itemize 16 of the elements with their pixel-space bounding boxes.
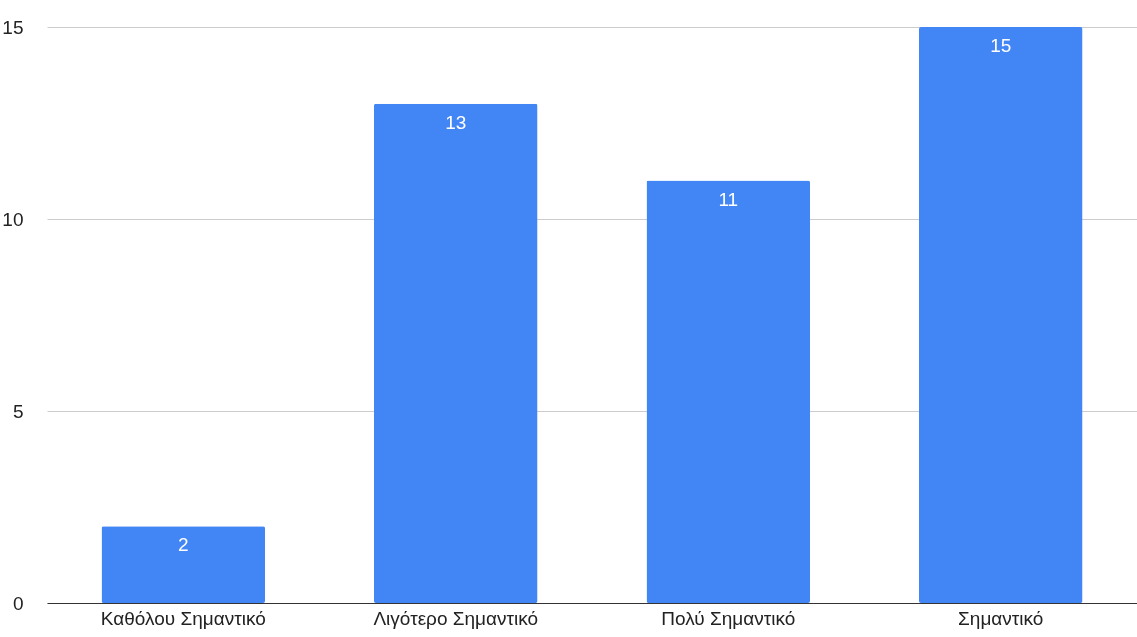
y-tick-label: 10 bbox=[2, 208, 24, 230]
bar bbox=[919, 27, 1083, 603]
x-tick-label: Σημαντικό bbox=[958, 607, 1044, 629]
y-tick-label: 15 bbox=[2, 16, 24, 38]
y-tick-label: 5 bbox=[12, 400, 24, 422]
data-label: 13 bbox=[445, 111, 467, 133]
bar bbox=[646, 180, 810, 603]
data-label: 11 bbox=[718, 188, 739, 210]
x-tick-label: Λιγότερο Σημαντικό bbox=[373, 607, 539, 629]
x-tick-label: Πολύ Σημαντικό bbox=[661, 607, 796, 629]
y-tick-label: 0 bbox=[12, 592, 24, 614]
data-label: 15 bbox=[990, 35, 1012, 56]
data-label: 2 bbox=[177, 534, 189, 556]
x-tick-label: Καθόλου Σημαντικό bbox=[100, 607, 266, 629]
bar bbox=[101, 526, 265, 603]
bar bbox=[374, 103, 538, 603]
